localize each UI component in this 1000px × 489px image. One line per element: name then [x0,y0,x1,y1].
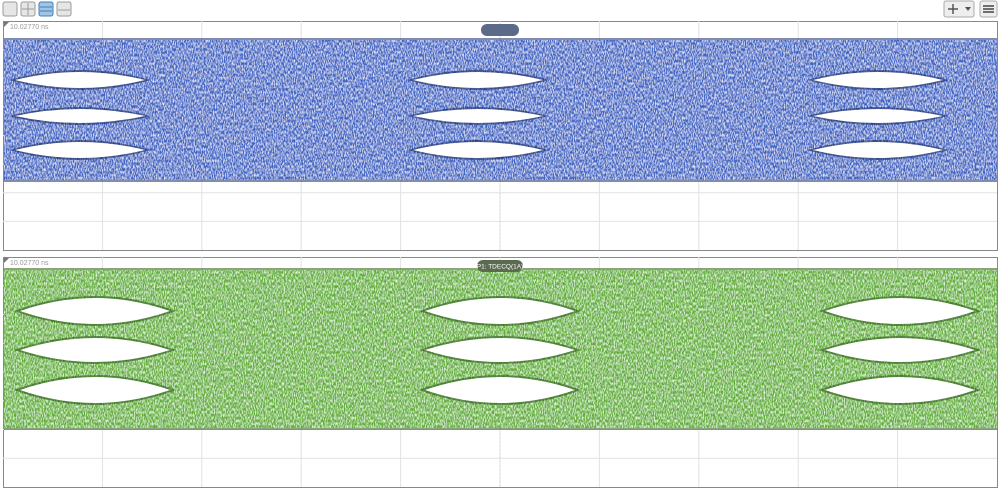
panel-corner-marker [4,258,9,263]
eye-opening [813,142,943,158]
eye-opening [20,298,170,324]
timestamp: 10.02770 ns [10,24,49,31]
eye-opening [825,298,975,324]
eye-opening [20,377,170,403]
timestamp: 10.02770 ns [10,260,49,267]
eye-opening [15,142,145,158]
layout-stacked-button[interactable] [38,1,54,17]
trace-badge[interactable] [481,24,519,36]
eye-opening [413,72,543,88]
icon [965,7,971,11]
eye-opening [813,72,943,88]
icon [983,5,994,13]
eye-opening [20,338,170,362]
eye-opening [425,338,575,362]
eye-opening [825,377,975,403]
pan-zoom-button[interactable] [943,0,975,18]
layout-single-button[interactable] [2,1,18,17]
eye-opening [425,377,575,403]
icon [22,3,34,15]
eye-panel: 10.02770 ns P1: TDECQ(1A) [3,257,998,488]
eye-opening [15,109,145,123]
eye-opening [15,72,145,88]
trace-badge[interactable] [477,260,523,272]
eye-opening [813,109,943,123]
icon [948,4,958,14]
icon [40,6,52,12]
layout-grid-button[interactable] [56,1,72,17]
eye-opening [413,142,543,158]
eye-opening [413,109,543,123]
panel-corner-marker [4,22,9,27]
panels: 10.02770 ns 10.02770 ns P1: TDECQ(1A) [3,21,998,488]
eye-opening [425,298,575,324]
toolbar [2,0,998,18]
trace-badge-label: P1: TDECQ(1A) [477,264,523,271]
eye-panel: 10.02770 ns [3,21,998,251]
eye-opening [825,338,975,362]
